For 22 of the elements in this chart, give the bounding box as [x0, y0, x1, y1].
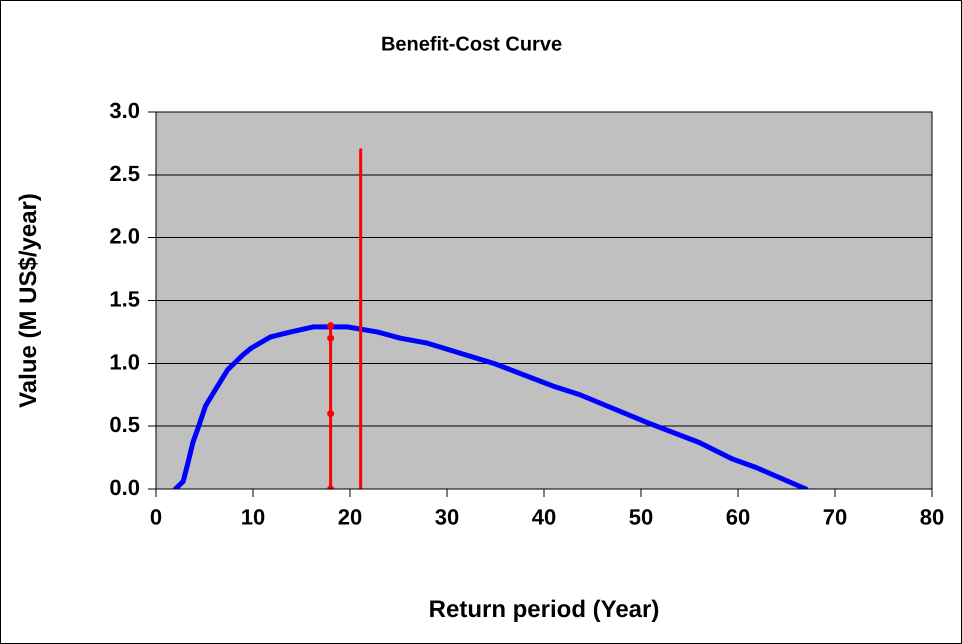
- x-tick-label: 0: [150, 504, 162, 530]
- y-tick-label: 1.5: [109, 286, 140, 312]
- point: [327, 334, 334, 342]
- x-axis-title: Return period (Year): [428, 596, 660, 624]
- point: [327, 322, 334, 330]
- x-tick-label: 80: [920, 504, 944, 530]
- x-tick-label: 50: [628, 504, 654, 530]
- y-tick-label: 2.5: [109, 160, 140, 186]
- y-tick-label: 0.5: [109, 412, 140, 438]
- x-tick-label: 20: [338, 504, 362, 530]
- y-axis-title: Value (M US$/year): [15, 193, 42, 408]
- y-tick-label: 0.0: [109, 475, 140, 500]
- x-tick-label: 70: [822, 504, 848, 530]
- x-tick-label: 10: [240, 504, 266, 530]
- x-tick-label: 60: [726, 504, 750, 530]
- y-tick-label: 3.0: [109, 98, 140, 124]
- chart-title: Benefit-Cost Curve: [380, 34, 562, 56]
- x-tick-label: 30: [434, 504, 460, 530]
- y-tick-label: 2.0: [109, 224, 140, 249]
- x-tick-label: 40: [532, 504, 556, 530]
- y-tick-label: 1.0: [109, 349, 140, 374]
- point: [327, 410, 334, 418]
